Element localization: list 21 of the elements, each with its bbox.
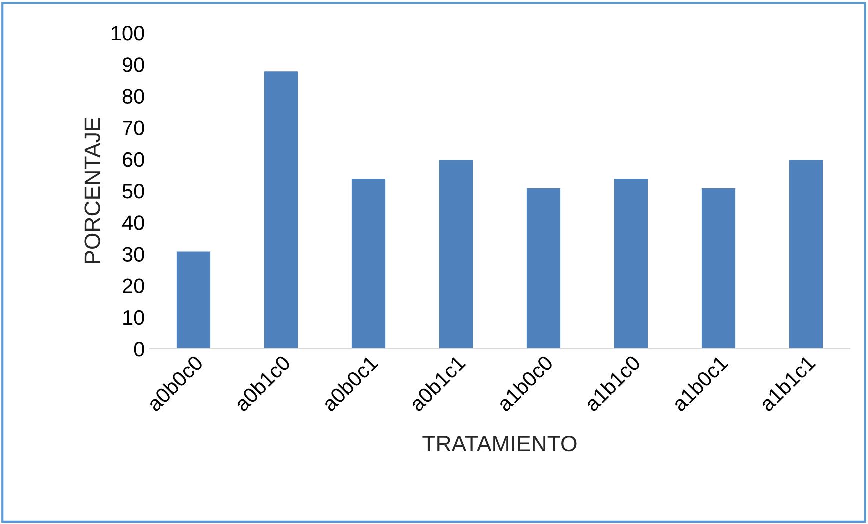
y-tick-label: 60 [123, 152, 144, 168]
y-tick-label: 100 [112, 26, 144, 41]
y-tick-label: 90 [122, 58, 144, 72]
x-axis-title: TRATAMIENTO [422, 436, 577, 452]
y-tick-label: 10 [124, 310, 144, 326]
bar [788, 158, 824, 349]
bar [263, 70, 300, 349]
bar [613, 178, 650, 349]
y-tick-label: 30 [122, 247, 144, 262]
y-tick-label: 0 [134, 342, 144, 357]
y-tick-label: 20 [123, 278, 144, 294]
y-tick-label: 40 [122, 216, 144, 230]
bar [438, 158, 474, 349]
y-tick-label: 80 [122, 89, 144, 104]
y-tick-label: 50 [122, 184, 144, 199]
y-tick-label: 70 [123, 120, 144, 136]
bar [350, 178, 387, 349]
bar [526, 187, 562, 349]
y-axis-title: PORCENTAJE [84, 118, 100, 264]
bar [700, 187, 737, 349]
bar [176, 250, 212, 349]
